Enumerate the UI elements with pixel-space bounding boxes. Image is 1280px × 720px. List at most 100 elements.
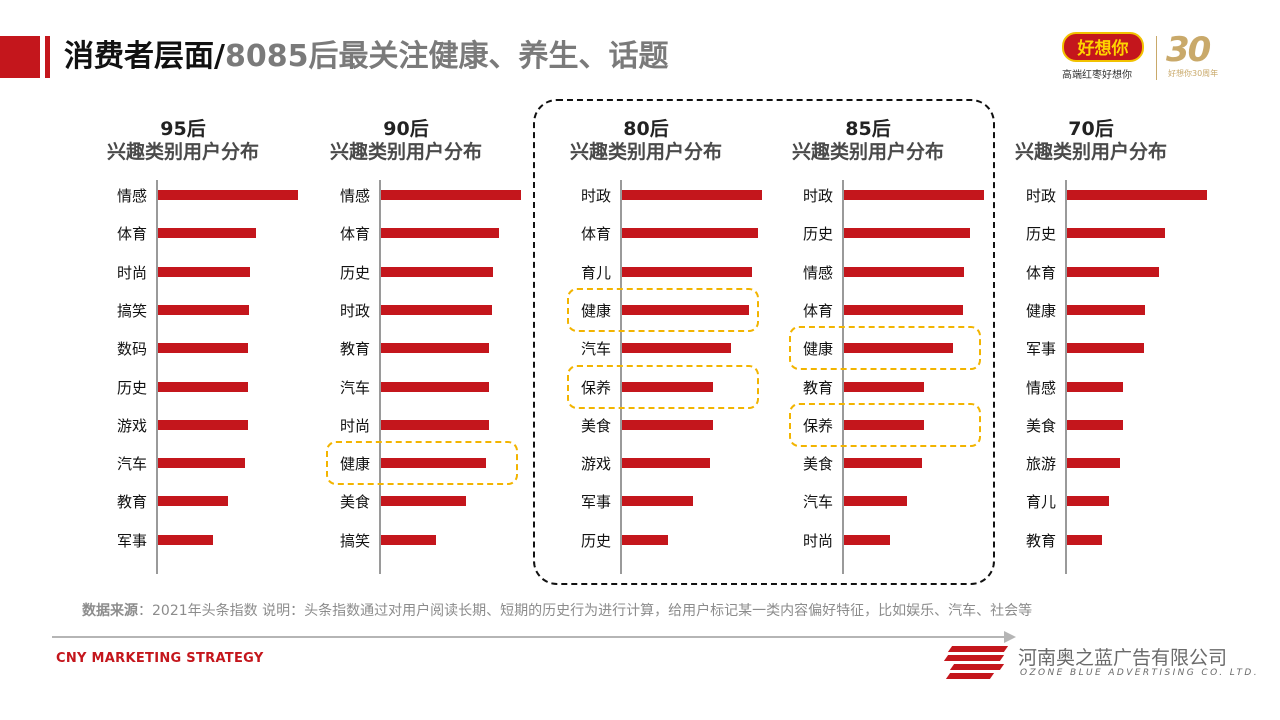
bar bbox=[158, 343, 248, 354]
bar bbox=[381, 534, 436, 545]
category-label: 历史 bbox=[1025, 225, 1056, 244]
title-accent-line bbox=[45, 36, 50, 78]
panel-generation: 95后 bbox=[160, 118, 206, 140]
category-axis bbox=[620, 180, 622, 574]
highlight-box bbox=[567, 364, 759, 409]
bar bbox=[844, 458, 922, 469]
category-label: 汽车 bbox=[802, 493, 833, 512]
panel-title: 85后 兴趣类别用户分布 bbox=[768, 118, 968, 164]
data-source-note: 数据来源：2021年头条指数 说明：头条指数通过对用户阅读长期、短期的历史行为进… bbox=[82, 600, 1032, 620]
category-label: 历史 bbox=[116, 378, 147, 397]
bar bbox=[158, 458, 245, 469]
data-source-label: 数据来源 bbox=[82, 603, 138, 619]
panel-generation: 85后 bbox=[845, 118, 891, 140]
panel-title: 95后 兴趣类别用户分布 bbox=[83, 118, 283, 164]
company-name-cn: 河南奥之蓝广告有限公司 bbox=[1018, 647, 1228, 669]
bar bbox=[381, 190, 521, 200]
category-label: 情感 bbox=[339, 187, 370, 205]
panel-generation: 90后 bbox=[383, 118, 429, 140]
category-axis bbox=[156, 180, 158, 574]
highlight-box bbox=[789, 402, 981, 447]
category-axis bbox=[1065, 180, 1067, 574]
category-label: 育儿 bbox=[580, 263, 611, 282]
category-label: 游戏 bbox=[580, 455, 611, 474]
category-label: 军事 bbox=[116, 531, 147, 550]
category-label: 体育 bbox=[1025, 263, 1056, 282]
panel-title: 80后 兴趣类别用户分布 bbox=[546, 118, 746, 164]
bar bbox=[381, 458, 486, 469]
panel-subtitle: 兴趣类别用户分布 bbox=[791, 141, 944, 163]
bar bbox=[381, 381, 489, 392]
bar bbox=[622, 304, 749, 315]
bar bbox=[844, 534, 890, 545]
bar bbox=[158, 190, 298, 200]
category-label: 体育 bbox=[580, 225, 611, 244]
bar bbox=[158, 534, 213, 545]
panel-subtitle: 兴趣类别用户分布 bbox=[1014, 141, 1167, 163]
bar bbox=[622, 343, 731, 354]
panel-title: 70后 兴趣类别用户分布 bbox=[991, 118, 1191, 164]
bar bbox=[622, 266, 752, 277]
category-label: 教育 bbox=[116, 493, 147, 512]
bar bbox=[1067, 304, 1145, 315]
bar bbox=[622, 496, 693, 507]
bar bbox=[158, 381, 248, 392]
footer-strategy-label: CNY MARKETING STRATEGY bbox=[56, 651, 264, 666]
title-accent-bar bbox=[0, 36, 40, 78]
bar bbox=[158, 228, 256, 239]
bar bbox=[1067, 496, 1109, 507]
panel-title: 90后 兴趣类别用户分布 bbox=[306, 118, 506, 164]
category-label: 体育 bbox=[802, 301, 833, 320]
category-label: 美食 bbox=[580, 416, 611, 435]
category-label: 保养 bbox=[580, 378, 611, 397]
category-label: 搞笑 bbox=[339, 531, 370, 550]
highlight-box bbox=[326, 441, 518, 486]
anniversary-number: 30 bbox=[1166, 30, 1211, 70]
bar bbox=[1067, 228, 1165, 239]
panel-generation: 80后 bbox=[623, 118, 669, 140]
category-label: 美食 bbox=[802, 455, 833, 474]
bar bbox=[381, 228, 499, 239]
highlight-box bbox=[567, 287, 759, 332]
category-label: 健康 bbox=[580, 301, 611, 320]
category-label: 汽车 bbox=[116, 455, 147, 474]
category-label: 美食 bbox=[1025, 416, 1056, 435]
bar bbox=[844, 496, 907, 507]
panel-subtitle: 兴趣类别用户分布 bbox=[329, 141, 482, 163]
brand-tagline: 高端红枣好想你 bbox=[1062, 70, 1132, 81]
panel-subtitle: 兴趣类别用户分布 bbox=[106, 141, 259, 163]
group-80-85-frame bbox=[533, 99, 995, 585]
anniversary-text: 好想你30周年 bbox=[1168, 69, 1219, 78]
category-label: 时尚 bbox=[339, 416, 370, 435]
category-label: 情感 bbox=[116, 187, 147, 205]
bar bbox=[1067, 419, 1123, 430]
category-label: 数码 bbox=[116, 340, 147, 359]
timeline-arrow-icon bbox=[1004, 631, 1016, 643]
category-label: 游戏 bbox=[116, 416, 147, 435]
bar bbox=[381, 496, 466, 507]
bar bbox=[622, 458, 710, 469]
category-label: 情感 bbox=[1025, 378, 1056, 397]
category-label: 健康 bbox=[1025, 301, 1056, 320]
bar bbox=[622, 381, 713, 392]
bar bbox=[158, 496, 228, 507]
category-label: 教育 bbox=[802, 378, 833, 397]
category-label: 体育 bbox=[116, 225, 147, 244]
data-source-text: ：2021年头条指数 说明：头条指数通过对用户阅读长期、短期的历史行为进行计算，… bbox=[138, 603, 1033, 619]
category-label: 军事 bbox=[580, 493, 611, 512]
category-label: 时政 bbox=[580, 187, 611, 205]
category-label: 教育 bbox=[1025, 531, 1056, 550]
bar bbox=[844, 266, 964, 277]
bar bbox=[1067, 343, 1144, 354]
category-label: 汽车 bbox=[339, 378, 370, 397]
category-label: 教育 bbox=[339, 340, 370, 359]
page-title: 消费者层面/8085后最关注健康、养生、话题 bbox=[64, 36, 668, 78]
brand-logo: 好想你 高端红枣好想你 30 好想你30周年 bbox=[1062, 30, 1262, 88]
bar bbox=[1067, 266, 1159, 277]
category-label: 汽车 bbox=[580, 340, 611, 359]
category-label: 军事 bbox=[1025, 340, 1056, 359]
bar bbox=[844, 304, 963, 315]
bar bbox=[844, 228, 970, 239]
bar bbox=[1067, 534, 1102, 545]
bar bbox=[844, 381, 924, 392]
